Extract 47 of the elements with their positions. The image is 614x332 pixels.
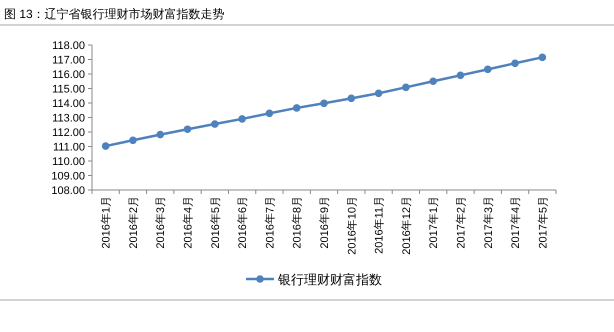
x-tick-label: 2017年5月 <box>537 196 550 249</box>
x-tick-label: 2017年1月 <box>428 196 440 249</box>
x-tick-label: 2016年10月 <box>346 196 358 255</box>
y-tick-label: 111.00 <box>52 142 85 154</box>
point <box>238 115 246 123</box>
x-tick-label: 2016年5月 <box>210 196 222 249</box>
point <box>484 66 492 74</box>
x-tick-label: 2016年1月 <box>100 196 113 249</box>
point <box>320 99 328 108</box>
point <box>266 109 274 118</box>
point <box>538 54 546 62</box>
legend-label: 银行理财财富指数 <box>277 272 382 287</box>
x-tick-label: 2016年4月 <box>182 196 195 249</box>
x-tick-label: 2017年3月 <box>482 196 495 249</box>
y-tick-label: 110.00 <box>52 156 85 168</box>
x-tick-label: 2016年6月 <box>237 196 250 249</box>
point <box>456 72 464 80</box>
chart-title: 图 13：辽宁省银行理财市场财富指数走势 <box>4 7 225 21</box>
x-tick-label: 2016年9月 <box>319 196 331 249</box>
point <box>156 130 164 138</box>
x-tick-label: 2016年11月 <box>374 196 386 254</box>
y-tick-label: 114.00 <box>52 98 85 110</box>
x-tick-label: 2016年8月 <box>292 196 304 249</box>
x-tick-label: 2016年3月 <box>155 196 168 249</box>
x-tick-label: 2017年2月 <box>455 196 468 249</box>
y-tick-label: 112.00 <box>52 127 85 139</box>
y-tick-label: 108.00 <box>51 185 85 197</box>
x-tick-label: 2016年7月 <box>264 196 276 249</box>
y-tick-label: 117.00 <box>52 54 85 66</box>
y-tick-label: 115.00 <box>52 84 85 96</box>
point <box>429 77 437 86</box>
point <box>347 94 356 102</box>
x-tick-label: 2016年12月 <box>400 196 413 255</box>
y-tick-label: 118.00 <box>52 40 85 52</box>
point <box>184 125 192 134</box>
point <box>374 89 382 98</box>
point <box>211 120 219 128</box>
y-tick-label: 109.00 <box>51 170 85 182</box>
y-tick-label: 113.00 <box>52 112 85 124</box>
point <box>129 136 137 144</box>
point <box>292 104 301 112</box>
point <box>511 59 519 68</box>
x-tick-label: 2016年2月 <box>128 196 140 249</box>
point <box>102 142 110 150</box>
x-tick-label: 2017年4月 <box>510 196 522 249</box>
y-tick-label: 116.00 <box>52 69 85 81</box>
point <box>402 84 410 92</box>
